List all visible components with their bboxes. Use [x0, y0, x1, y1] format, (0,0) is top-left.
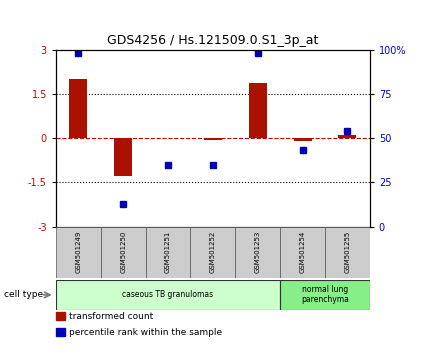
Text: percentile rank within the sample: percentile rank within the sample	[69, 327, 222, 337]
Bar	[294, 138, 311, 141]
Bar	[249, 84, 267, 138]
Text: transformed count: transformed count	[69, 312, 153, 321]
Bar	[204, 138, 222, 139]
FancyBboxPatch shape	[146, 227, 190, 278]
FancyBboxPatch shape	[56, 280, 280, 310]
Text: cell type: cell type	[4, 290, 43, 299]
Title: GDS4256 / Hs.121509.0.S1_3p_at: GDS4256 / Hs.121509.0.S1_3p_at	[107, 34, 319, 47]
Text: GSM501254: GSM501254	[300, 231, 306, 273]
FancyBboxPatch shape	[280, 227, 325, 278]
Text: caseous TB granulomas: caseous TB granulomas	[123, 290, 214, 299]
Bar	[69, 79, 87, 138]
FancyBboxPatch shape	[190, 227, 235, 278]
FancyBboxPatch shape	[235, 227, 280, 278]
FancyBboxPatch shape	[280, 280, 370, 310]
Bar	[114, 138, 132, 176]
Text: GSM501255: GSM501255	[344, 231, 350, 273]
FancyBboxPatch shape	[325, 227, 370, 278]
FancyBboxPatch shape	[56, 227, 101, 278]
Text: GSM501251: GSM501251	[165, 231, 171, 273]
Bar	[338, 135, 356, 138]
Text: GSM501249: GSM501249	[75, 231, 81, 273]
Text: GSM501253: GSM501253	[255, 231, 261, 273]
Text: GSM501250: GSM501250	[120, 231, 126, 273]
Text: GSM501252: GSM501252	[210, 231, 216, 273]
Text: normal lung
parenchyma: normal lung parenchyma	[301, 285, 349, 304]
FancyBboxPatch shape	[101, 227, 146, 278]
